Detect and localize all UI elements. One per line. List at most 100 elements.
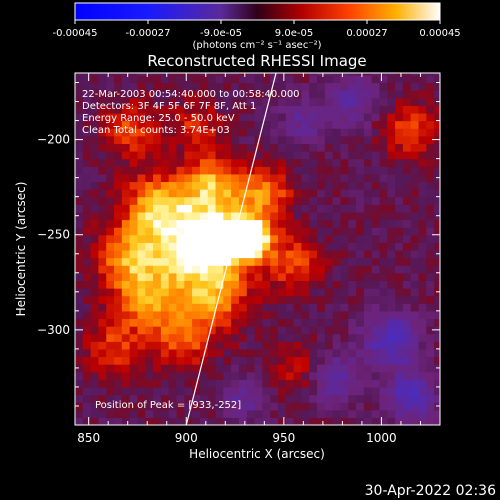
heatmap-cell xyxy=(324,295,334,304)
heatmap-cell xyxy=(434,265,440,274)
heatmap-cell xyxy=(426,90,435,99)
heatmap-cell xyxy=(293,158,303,167)
heatmap-cell xyxy=(192,288,201,297)
heatmap-cell xyxy=(285,288,295,297)
heatmap-cell xyxy=(98,166,107,175)
heatmap-cell xyxy=(231,143,240,152)
heatmap-cell xyxy=(223,196,232,205)
heatmap-cell xyxy=(246,158,256,167)
heatmap-cell xyxy=(238,394,248,403)
heatmap-cell xyxy=(121,280,131,289)
heatmap-cell xyxy=(379,348,388,358)
heatmap-cell xyxy=(199,173,209,183)
heatmap-cell xyxy=(301,386,310,396)
heatmap-cell xyxy=(82,417,92,425)
heatmap-cell xyxy=(348,112,357,122)
heatmap-cell xyxy=(317,143,326,152)
heatmap-cell xyxy=(324,265,334,274)
heatmap-cell xyxy=(277,318,287,327)
heatmap-cell xyxy=(356,211,365,221)
heatmap-cell xyxy=(215,219,224,228)
heatmap-cell xyxy=(231,295,240,304)
heatmap-cell xyxy=(114,74,123,84)
heatmap-cell xyxy=(371,196,381,205)
heatmap-cell xyxy=(238,151,248,160)
heatmap-cell xyxy=(317,257,326,266)
heatmap-cell xyxy=(207,234,217,243)
heatmap-cell xyxy=(160,196,170,205)
heatmap-cell xyxy=(106,379,115,388)
heatmap-cell xyxy=(395,158,404,167)
heatmap-cell xyxy=(309,135,318,144)
heatmap-cell xyxy=(340,409,349,418)
heatmap-cell xyxy=(293,402,303,411)
heatmap-cell xyxy=(215,295,224,304)
heatmap-cell xyxy=(90,158,100,167)
heatmap-cell xyxy=(82,158,92,167)
heatmap-cell xyxy=(317,310,326,320)
heatmap-cell xyxy=(246,295,256,304)
heatmap-cell xyxy=(387,90,396,99)
heatmap-cell xyxy=(121,143,131,152)
heatmap-cell xyxy=(176,211,185,221)
heatmap-cell xyxy=(379,74,388,84)
heatmap-cell xyxy=(246,356,256,365)
heatmap-cell xyxy=(309,348,318,358)
heatmap-cell xyxy=(238,211,248,221)
heatmap-cell xyxy=(317,204,326,213)
heatmap-cell xyxy=(231,82,240,91)
heatmap-cell xyxy=(309,173,318,183)
heatmap-cell xyxy=(129,227,139,236)
heatmap-cell xyxy=(192,234,201,243)
heatmap-cell xyxy=(309,371,318,380)
heatmap-cell xyxy=(262,280,271,289)
heatmap-cell xyxy=(270,341,279,350)
heatmap-cell xyxy=(231,348,240,358)
heatmap-cell xyxy=(363,409,373,418)
heatmap-cell xyxy=(238,364,248,373)
heatmap-cell xyxy=(410,409,420,418)
heatmap-cell xyxy=(262,310,271,320)
heatmap-cell xyxy=(98,341,107,350)
heatmap-cell xyxy=(270,82,279,91)
heatmap-cell xyxy=(231,120,240,129)
heatmap-cell xyxy=(215,394,224,403)
heatmap-cell xyxy=(434,227,440,236)
heatmap-cell xyxy=(285,73,295,76)
heatmap-cell xyxy=(176,249,185,259)
heatmap-cell xyxy=(215,318,224,327)
heatmap-cell xyxy=(223,90,232,99)
heatmap-cell xyxy=(418,151,427,160)
heatmap-cell xyxy=(309,356,318,365)
heatmap-cell xyxy=(356,265,365,274)
heatmap-cell xyxy=(176,112,185,122)
heatmap-cell xyxy=(90,135,100,144)
heatmap-cell xyxy=(176,326,185,335)
heatmap-cell xyxy=(114,272,123,281)
heatmap-cell xyxy=(215,356,224,365)
heatmap-cell xyxy=(387,356,396,365)
heatmap-cell xyxy=(192,105,201,114)
heatmap-cell xyxy=(145,112,154,122)
heatmap-cell xyxy=(176,135,185,144)
heatmap-cell xyxy=(199,112,209,122)
heatmap-cell xyxy=(98,112,107,122)
heatmap-cell xyxy=(387,249,396,259)
heatmap-cell xyxy=(184,371,193,380)
heatmap-cell xyxy=(199,402,209,411)
heatmap-cell xyxy=(395,257,404,266)
heatmap-cell xyxy=(246,280,256,289)
heatmap-cell xyxy=(75,181,84,190)
heatmap-cell xyxy=(277,234,287,243)
heatmap-cell xyxy=(387,234,396,243)
heatmap-cell xyxy=(129,333,139,342)
heatmap-cell xyxy=(277,219,287,228)
heatmap-cell xyxy=(114,90,123,99)
heatmap-cell xyxy=(402,90,412,99)
heatmap-cell xyxy=(153,151,162,160)
heatmap-cell xyxy=(153,409,162,418)
heatmap-cell xyxy=(207,310,217,320)
heatmap-cell xyxy=(114,371,123,380)
heatmap-cell xyxy=(145,402,154,411)
heatmap-cell xyxy=(348,288,357,297)
